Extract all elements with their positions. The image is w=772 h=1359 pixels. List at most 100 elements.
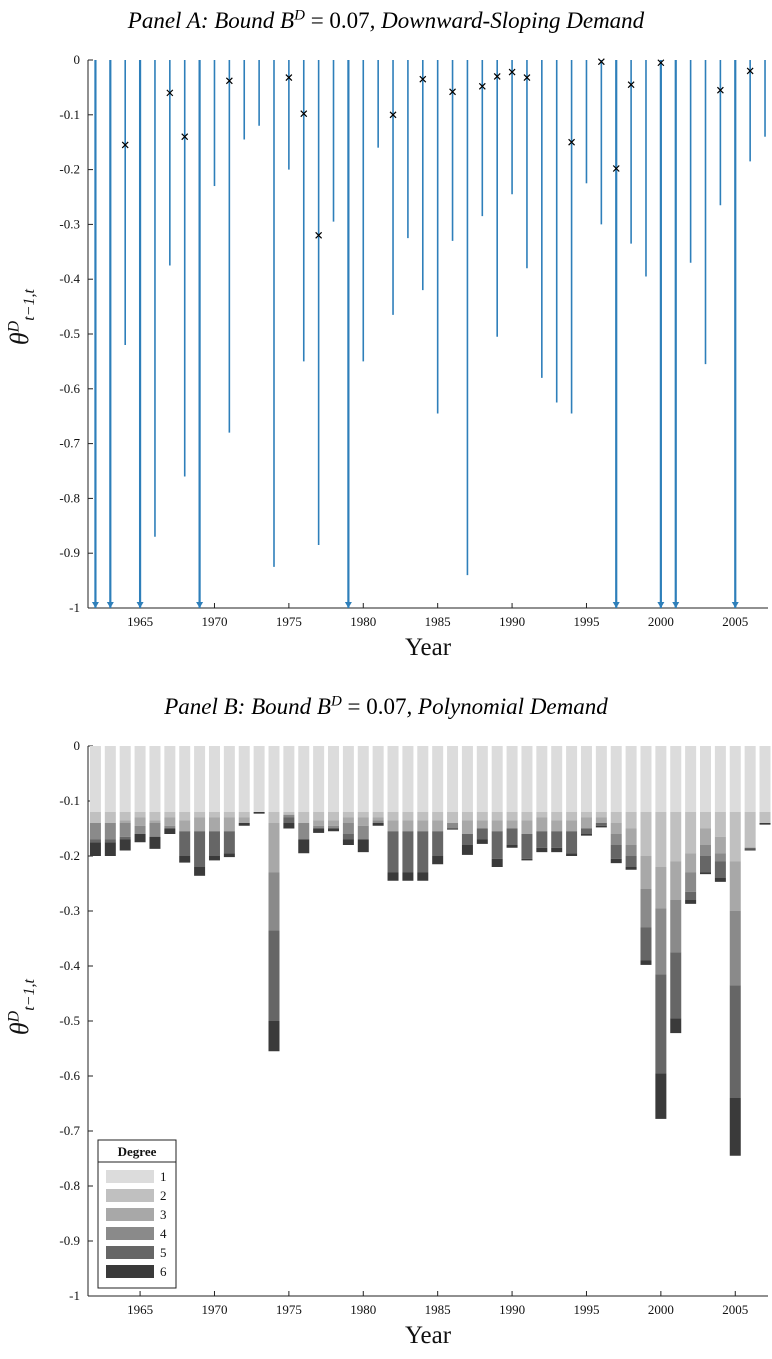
legend-swatch-6 (106, 1265, 154, 1278)
bar-1962-degree-6 (89, 842, 101, 856)
bar-1978-degree-2 (328, 812, 340, 821)
panel-b-ytick-label: -0.6 (59, 1068, 80, 1083)
bar-1968-degree-6 (179, 856, 191, 863)
bar-1993-degree-6 (551, 847, 563, 853)
bar-1998-degree-5 (625, 856, 637, 867)
bar-1999-degree-1 (640, 746, 652, 812)
bar-1982-degree-1 (387, 746, 399, 812)
bar-2002-degree-3 (685, 853, 697, 873)
bar-1987-degree-6 (461, 845, 473, 855)
bar-1996-degree-5 (595, 823, 607, 826)
bar-1994-degree-5 (566, 831, 578, 854)
bar-1983-degree-3 (402, 820, 414, 832)
bar-1979-degree-6 (342, 839, 354, 845)
bar-1977-degree-4 (313, 825, 325, 829)
bar-1978-degree-1 (328, 746, 340, 812)
bar-2007-degree-1 (759, 746, 771, 812)
bar-2003-degree-6 (700, 872, 712, 875)
bar-1982-degree-6 (387, 872, 399, 881)
bar-1993-degree-1 (551, 746, 563, 812)
bar-1986-degree-6 (447, 828, 459, 830)
bar-1962-degree-5 (89, 839, 101, 843)
bar-1990-degree-2 (506, 812, 518, 821)
bar-1993-degree-2 (551, 812, 563, 821)
bar-2002-degree-2 (685, 812, 697, 854)
bar-2000-degree-2 (655, 812, 667, 867)
bar-1989-degree-6 (491, 858, 503, 867)
bar-1991-degree-1 (521, 746, 533, 812)
bar-1974-degree-2 (268, 812, 280, 823)
x-marker-1994 (568, 138, 576, 146)
bar-2002-degree-6 (685, 900, 697, 904)
bar-1990-degree-5 (506, 828, 518, 845)
panel-b-ytick-label: -0.5 (59, 1013, 80, 1028)
bar-1997-degree-2 (610, 812, 622, 823)
bar-1963-degree-1 (104, 746, 116, 812)
bar-2003-degree-2 (700, 812, 712, 829)
bar-1972-degree-3 (238, 817, 250, 823)
bar-2006-degree-6 (744, 849, 756, 851)
bar-1962-degree-4 (89, 823, 101, 840)
bar-1978-degree-4 (328, 825, 340, 829)
bar-1974-degree-3 (268, 823, 280, 873)
bar-1964-degree-6 (119, 839, 131, 851)
panel-b-xtick-label: 1990 (499, 1302, 525, 1317)
bar-1985-degree-3 (432, 820, 444, 832)
x-marker-2006 (746, 67, 754, 75)
bar-1967-degree-6 (164, 828, 176, 834)
panel-b-xtick-label: 1970 (201, 1302, 227, 1317)
bar-2007-degree-2 (759, 812, 771, 823)
bar-2005-degree-5 (729, 985, 741, 1098)
panel-b-xtick-label: 1980 (350, 1302, 376, 1317)
bar-1989-degree-3 (491, 820, 503, 832)
stem-arrow-1965 (136, 602, 144, 608)
x-marker-1977 (315, 231, 323, 239)
bar-2002-degree-4 (685, 872, 697, 892)
x-marker-1991 (523, 74, 531, 81)
bar-1995-degree-2 (580, 812, 592, 818)
panel-b-title-prefix: Panel B: Bound B (164, 694, 331, 719)
bar-1978-degree-3 (328, 820, 340, 826)
bar-1979-degree-2 (342, 812, 354, 818)
bar-1994-degree-6 (566, 853, 578, 856)
x-marker-stroke (612, 165, 620, 172)
panel-a-xtick-label: 2005 (722, 614, 748, 629)
panel-a-ytick-label: 0 (74, 52, 81, 67)
bar-1999-degree-5 (640, 927, 652, 961)
bar-1975-degree-1 (283, 746, 295, 812)
bar-1969-degree-3 (194, 817, 206, 832)
stem-arrow-1979 (344, 602, 352, 608)
bar-1986-degree-2 (447, 812, 459, 823)
bar-2000-degree-6 (655, 1073, 667, 1119)
bar-1976-degree-1 (298, 746, 310, 812)
panel-a-title-eq: = 0.07 (304, 8, 370, 33)
bar-1967-degree-3 (164, 817, 176, 826)
stem-arrow-2001 (672, 602, 680, 608)
legend-swatch-3 (106, 1208, 154, 1221)
x-marker-1998 (627, 81, 635, 89)
bar-1989-degree-1 (491, 746, 503, 812)
bar-1981-degree-1 (372, 746, 384, 812)
bar-1981-degree-3 (372, 817, 384, 821)
panel-b-ytick-label: 0 (74, 738, 81, 753)
panel-a-ytick-label: -0.6 (59, 381, 80, 396)
x-marker-1976 (300, 110, 308, 118)
legend-swatch-4 (106, 1227, 154, 1240)
bar-1994-degree-1 (566, 746, 578, 812)
bar-1997-degree-6 (610, 858, 622, 864)
bar-1992-degree-6 (536, 847, 548, 853)
legend-swatch-5 (106, 1246, 154, 1259)
bar-2005-degree-4 (729, 911, 741, 986)
bar-1989-degree-2 (491, 812, 503, 821)
panel-b-ytick-label: -0.2 (59, 848, 80, 863)
bar-1995-degree-3 (580, 817, 592, 829)
bar-1992-degree-3 (536, 817, 548, 832)
bar-1967-degree-4 (164, 825, 176, 829)
bar-1969-degree-2 (194, 812, 206, 818)
stem-arrow-2000 (657, 602, 665, 608)
bar-1962-degree-1 (89, 746, 101, 812)
x-marker-1997 (612, 165, 620, 172)
x-marker-1971 (225, 77, 233, 85)
bar-1971-degree-5 (223, 831, 235, 854)
bar-1983-degree-6 (402, 872, 414, 881)
